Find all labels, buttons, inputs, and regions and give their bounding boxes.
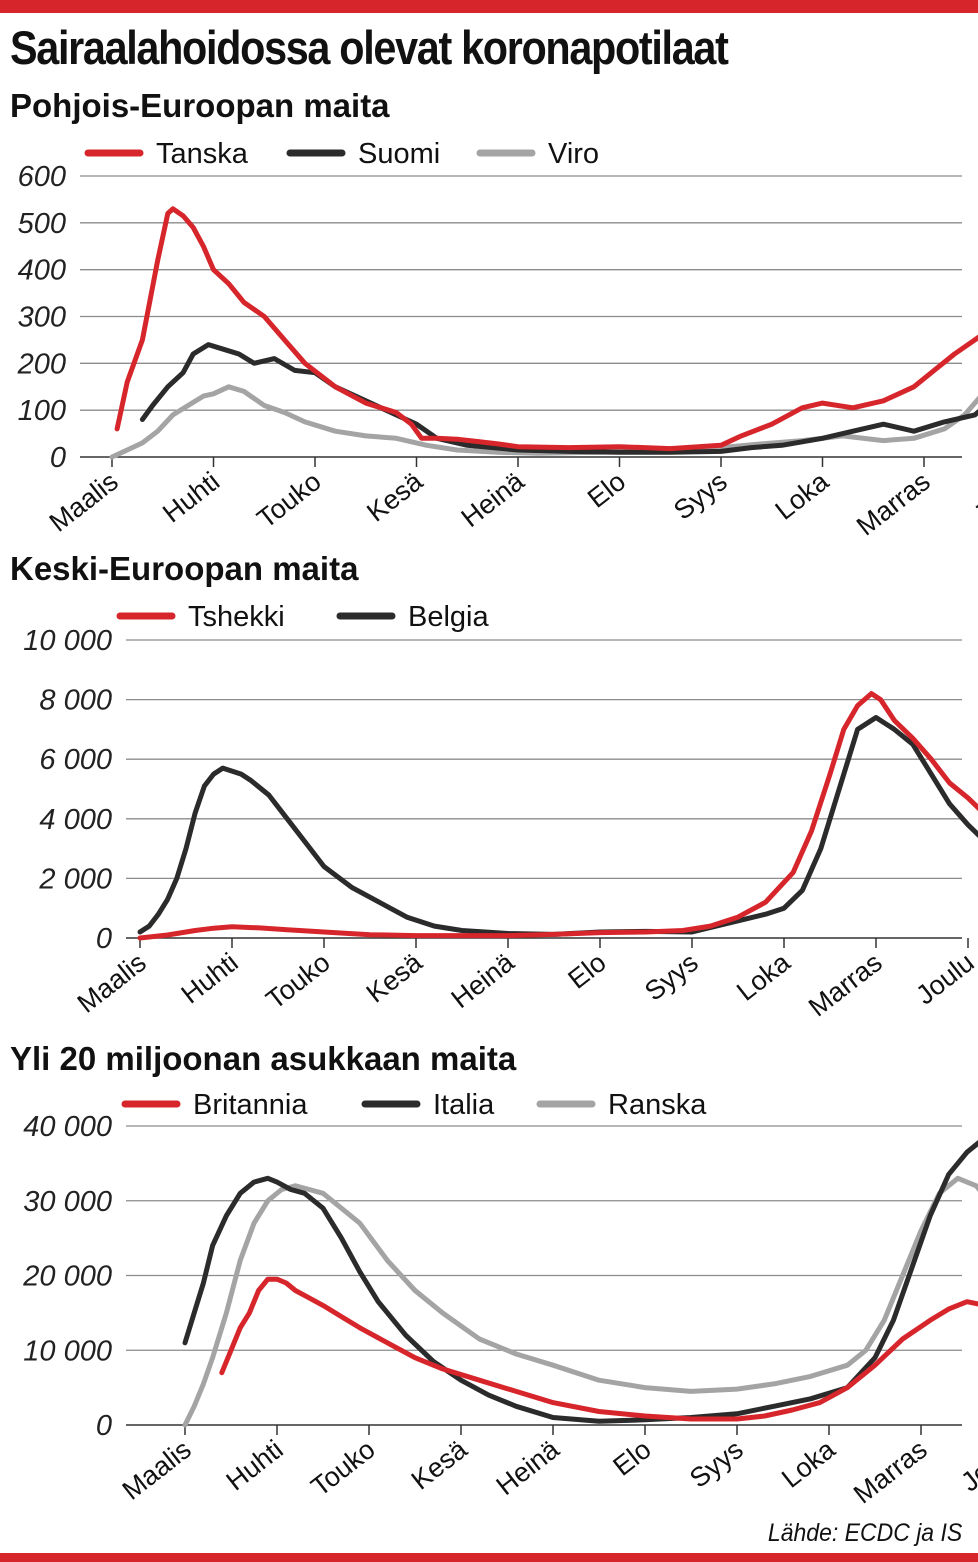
chart2-series-line-belgia <box>137 715 978 937</box>
chart3-series-line-italia <box>182 1140 978 1424</box>
chart2-x-tick-marras: Marras <box>803 947 888 1022</box>
source-note: Lähde: ECDC ja IS <box>767 1519 962 1547</box>
chart1-x-tick-heina: Heinä <box>456 465 531 533</box>
chart3-title: Yli 20 miljoonan asukkaan maita <box>10 1040 517 1077</box>
chart3-series-line-ranska <box>182 1175 978 1428</box>
chart3-x-tick-maalis: Maalis <box>117 1434 197 1506</box>
chart2-y-tick-2-000: 2 000 <box>38 863 112 895</box>
chart1-y-tick-0: 0 <box>50 442 66 474</box>
chart1-x-tick-touko: Touko <box>251 466 326 534</box>
chart3-y-tick-10-000: 10 000 <box>23 1335 112 1367</box>
chart3-x-tick-kesa: Kesä <box>406 1433 474 1495</box>
chart1-y-tick-400: 400 <box>18 255 66 287</box>
chart2-x-tick-loka: Loka <box>731 946 796 1006</box>
bottom-red-bar <box>0 1553 978 1562</box>
chart1-x-tick-maalis: Maalis <box>44 466 124 538</box>
chart1-y-tick-200: 200 <box>17 348 66 380</box>
chart2-x-tick-joulu: Joulu <box>910 947 978 1010</box>
chart3-y-tick-30-000: 30 000 <box>23 1186 112 1218</box>
chart1-y-tick-600: 600 <box>18 161 66 193</box>
chart1-series-line-viro <box>109 384 978 460</box>
chart1-title: Pohjois-Euroopan maita <box>10 87 390 124</box>
chart2-y-tick-8-000: 8 000 <box>39 685 112 717</box>
chart1-y-tick-300: 300 <box>18 302 66 334</box>
chart1-legend-label-suomi: Suomi <box>358 138 440 170</box>
chart3-x-tick-heina: Heinä <box>491 1433 566 1501</box>
chart1-x-tick-elo: Elo <box>582 466 631 514</box>
chart3-legend-label-britannia: Britannia <box>193 1089 308 1121</box>
chart1-x-tick-huhti: Huhti <box>157 466 225 528</box>
chart2-x-tick-syys: Syys <box>639 947 704 1007</box>
chart3-x-tick-huhti: Huhti <box>221 1434 289 1496</box>
chart3-x-tick-elo: Elo <box>607 1434 656 1482</box>
chart3-x-tick-loka: Loka <box>776 1433 841 1493</box>
chart2-legend-label-tshekki: Tshekki <box>188 601 285 633</box>
chart3-legend-label-ranska: Ranska <box>608 1089 707 1121</box>
page-title: Sairaalahoidossa olevat koronapotilaat <box>10 21 729 74</box>
chart3-legend-label-italia: Italia <box>433 1089 495 1121</box>
chart2-x-tick-huhti: Huhti <box>176 947 244 1009</box>
chart2-x-tick-elo: Elo <box>562 947 611 995</box>
chart2-legend-label-belgia: Belgia <box>408 601 489 633</box>
chart2-title: Keski-Euroopan maita <box>10 550 359 587</box>
chart1-legend-label-viro: Viro <box>548 138 599 170</box>
chart1-x-tick-joulu: Joulu <box>968 466 978 529</box>
chart1-x-tick-syys: Syys <box>668 466 733 526</box>
chart2-x-tick-heina: Heinä <box>446 946 521 1014</box>
chart2-x-tick-maalis: Maalis <box>72 947 152 1019</box>
chart1-y-tick-500: 500 <box>18 208 66 240</box>
chart2-y-tick-0: 0 <box>96 923 112 955</box>
top-red-bar <box>0 0 978 13</box>
chart3-series-line-britannia <box>219 1276 978 1422</box>
chart3-x-tick-syys: Syys <box>684 1434 749 1494</box>
chart3-y-tick-20-000: 20 000 <box>22 1261 112 1293</box>
chart1-x-tick-kesa: Kesä <box>361 465 429 527</box>
chart2-y-tick-6-000: 6 000 <box>39 744 112 776</box>
chart2-x-tick-touko: Touko <box>260 947 335 1015</box>
chart1-x-tick-marras: Marras <box>851 466 936 541</box>
chart2-series-line-tshekki <box>137 691 978 941</box>
chart1-series-line-tanska <box>114 206 978 452</box>
chart3-x-tick-touko: Touko <box>305 1434 380 1502</box>
chart1-y-tick-100: 100 <box>18 395 66 427</box>
chart1-legend-label-tanska: Tanska <box>156 138 249 170</box>
chart1-series-line-suomi <box>139 342 978 455</box>
chart2-y-tick-10-000: 10 000 <box>23 625 112 657</box>
chart3-x-tick-marras: Marras <box>848 1434 933 1509</box>
chart1-x-tick-loka: Loka <box>770 465 835 525</box>
chart3-y-tick-40-000: 40 000 <box>23 1111 112 1143</box>
chart3-y-tick-0: 0 <box>96 1410 112 1442</box>
chart2-x-tick-kesa: Kesä <box>361 946 429 1008</box>
chart3-x-tick-joulu: Joulu <box>955 1434 978 1497</box>
chart2-y-tick-4-000: 4 000 <box>39 804 112 836</box>
